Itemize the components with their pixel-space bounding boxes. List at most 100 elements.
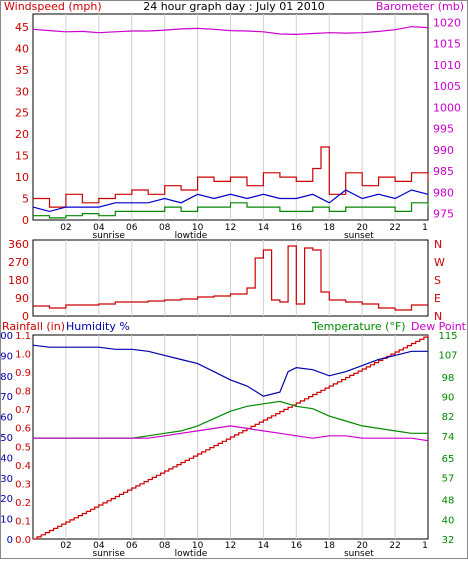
wind-x-end-label: 1 — [422, 223, 428, 233]
humidity-tick-label: 0 — [7, 535, 13, 546]
wind-x-tick-label: 06 — [126, 223, 138, 233]
barometer-tick-label: 995 — [433, 123, 454, 136]
rainfall-tick-label: 0.0 — [15, 535, 31, 546]
rainfall-tick-label: 0.4 — [15, 461, 31, 472]
temperature-tick-label: 90 — [442, 392, 455, 403]
barometer-tick-label: 980 — [433, 186, 454, 199]
compass-tick-label: W — [434, 256, 445, 269]
barometer-tick-label: 1015 — [433, 38, 461, 51]
temperature-tick-label: 98 — [442, 373, 455, 384]
humidity-tick-label: 70 — [0, 392, 13, 403]
wind-x-tick-label: 02 — [60, 223, 71, 233]
wind-x-tick-label: 20 — [356, 223, 368, 233]
wind-x-tick-label: 10 — [192, 223, 204, 233]
compass-tick-label: S — [434, 274, 441, 287]
barometer-tick-label: 975 — [433, 208, 454, 221]
humidity-tick-label: 10 — [0, 515, 13, 526]
direction-tick-label: 270 — [8, 256, 29, 269]
rainfall-tick-label: 1.0 — [15, 350, 31, 361]
windspeed-tick-label: 15 — [15, 150, 29, 163]
barometer-tick-label: 1005 — [433, 80, 461, 93]
temperature-tick-label: 82 — [442, 412, 455, 423]
climate-x-tick-label: 16 — [291, 541, 303, 551]
temperature-tick-label: 107 — [438, 351, 457, 362]
windspeed-tick-label: 30 — [15, 85, 29, 98]
rainfall-axis-label: Rainfall (in) — [2, 320, 65, 333]
windspeed-tick-label: 10 — [15, 171, 29, 184]
windspeed-tick-label: 0 — [22, 214, 29, 227]
barometer-tick-label: 1020 — [433, 16, 461, 29]
windspeed-axis-label: Windspeed (mph) — [4, 0, 102, 13]
rainfall-series-line — [33, 335, 429, 540]
climate-x-tick-label: 10 — [192, 541, 204, 551]
climate-x-end-label: 1 — [422, 541, 428, 551]
wind-x-tick-label: 12 — [225, 223, 236, 233]
humidity-tick-label: 80 — [0, 372, 13, 383]
compass-tick-label: N — [434, 310, 442, 323]
wind-event-label: lowtide — [175, 231, 208, 241]
windspeed-tick-label: 25 — [15, 107, 29, 120]
temperature-tick-label: 115 — [438, 331, 457, 342]
climate-event-label: sunset — [344, 549, 374, 559]
windspeed-tick-label: 45 — [15, 21, 29, 34]
humidity-series-line — [32, 344, 428, 397]
humidity-tick-label: 50 — [0, 433, 13, 444]
climate-x-tick-label: 04 — [93, 541, 105, 551]
barometer-axis-label: Barometer (mb) — [376, 0, 464, 13]
barometer-tick-label: 990 — [433, 144, 454, 157]
wind-x-tick-label: 22 — [389, 223, 400, 233]
chart-title: 24 hour graph day : July 01 2010 — [143, 0, 325, 13]
rainfall-tick-label: 0.7 — [15, 405, 31, 416]
direction-tick-label: 180 — [8, 274, 29, 287]
climate-x-tick-label: 12 — [225, 541, 236, 551]
direction-tick-label: 360 — [8, 238, 29, 251]
climate-x-tick-label: 08 — [159, 541, 171, 551]
temperature-tick-label: 40 — [442, 515, 455, 526]
compass-tick-label: E — [434, 292, 441, 305]
temperature-tick-label: 32 — [442, 535, 455, 546]
wind-gust-series-line — [33, 146, 429, 208]
rainfall-tick-label: 0.5 — [15, 442, 31, 453]
climate-event-label: sunrise — [92, 549, 125, 559]
humidity-axis-label: Humidity % — [66, 320, 130, 333]
rainfall-tick-label: 0.2 — [15, 498, 31, 509]
humidity-tick-label: 60 — [0, 413, 13, 424]
windspeed-tick-label: 40 — [15, 42, 29, 55]
direction-tick-label: 90 — [15, 292, 29, 305]
rainfall-tick-label: 0.1 — [15, 516, 31, 527]
humidity-tick-label: 20 — [0, 494, 13, 505]
dewpoint-axis-label: Dew Point — [411, 320, 467, 333]
wind-x-tick-label: 18 — [324, 223, 336, 233]
rainfall-tick-label: 0.3 — [15, 479, 31, 490]
humidity-tick-label: 40 — [0, 453, 13, 464]
climate-x-tick-label: 06 — [126, 541, 138, 551]
rainfall-tick-label: 1.1 — [15, 331, 31, 342]
barometer-tick-label: 1000 — [433, 101, 461, 114]
wind-average-series-line — [32, 189, 429, 213]
rainfall-tick-label: 0.9 — [15, 368, 31, 379]
temperature-tick-label: 65 — [442, 454, 455, 465]
climate-x-tick-label: 22 — [389, 541, 400, 551]
wind-x-tick-label: 14 — [258, 223, 270, 233]
wind-event-label: sunset — [344, 231, 374, 241]
windspeed-tick-label: 5 — [22, 193, 29, 206]
temperature-tick-label: 48 — [442, 496, 455, 507]
wind-x-tick-label: 08 — [159, 223, 171, 233]
direction-tick-label: 0 — [22, 310, 29, 323]
rainfall-tick-label: 0.6 — [15, 424, 31, 435]
dewpoint-series-line — [33, 425, 429, 442]
humidity-tick-label: 30 — [0, 474, 13, 485]
climate-x-tick-label: 02 — [60, 541, 71, 551]
wind-speed-series-line — [33, 202, 429, 219]
windspeed-tick-label: 20 — [15, 128, 29, 141]
barometer-series-line — [32, 26, 429, 36]
humidity-tick-label: 90 — [0, 351, 13, 362]
climate-x-tick-label: 18 — [324, 541, 336, 551]
rainfall-tick-label: 0.8 — [15, 387, 31, 398]
climate-x-tick-label: 20 — [356, 541, 368, 551]
wind-direction-series-line — [33, 245, 428, 311]
humidity-tick-label: 100 — [0, 331, 13, 342]
temperature-tick-label: 74 — [442, 432, 455, 443]
temperature-tick-label: 57 — [442, 474, 455, 485]
